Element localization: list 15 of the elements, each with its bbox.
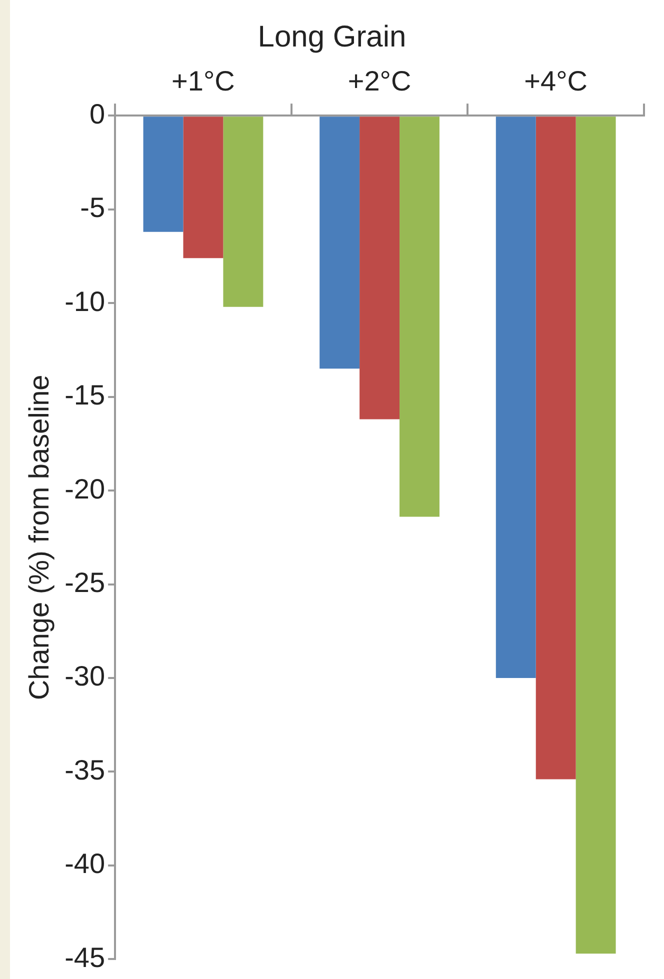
x-tick-label: +2°C — [348, 66, 412, 97]
y-tick-label: 0 — [89, 98, 106, 130]
chart-title: Long Grain — [258, 20, 406, 54]
y-axis-title: Change (%) from baseline — [24, 374, 55, 700]
y-tick-label: -15 — [64, 380, 106, 411]
x-tick-label: +4°C — [524, 66, 588, 97]
y-tick-label: -40 — [64, 848, 106, 880]
y-tick-label: -20 — [64, 473, 106, 504]
y-tick-label: -30 — [64, 660, 106, 692]
y-tick-label: -35 — [64, 754, 106, 786]
x-tick-label: +1°C — [172, 66, 235, 97]
y-tick-label: -5 — [80, 192, 106, 224]
y-tick-label: -25 — [64, 566, 106, 598]
y-tick-label: -10 — [64, 286, 106, 317]
y-tick-label: -45 — [64, 942, 106, 973]
